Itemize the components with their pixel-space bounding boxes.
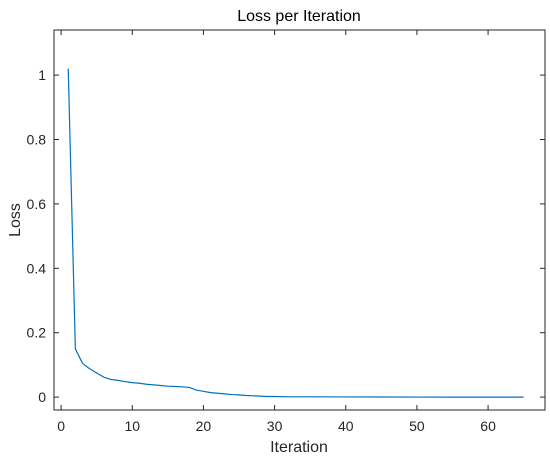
- loss-series-line: [67, 68, 524, 398]
- plot-area: [67, 68, 524, 398]
- x-tick-label: 10: [124, 418, 140, 434]
- plot-frame: [53, 29, 546, 411]
- y-axis-ticks: 0 0.2 0.4 0.6 0.8 1: [27, 67, 545, 405]
- x-tick-label: 50: [409, 418, 425, 434]
- x-tick-label: 60: [480, 418, 496, 434]
- y-tick-label: 0.2: [27, 325, 47, 341]
- y-axis-label: Loss: [7, 203, 24, 237]
- x-tick-label: 40: [338, 418, 354, 434]
- chart-title: Loss per Iteration: [237, 8, 361, 25]
- y-tick-label: 0.4: [27, 260, 47, 276]
- x-axis-label: Iteration: [270, 439, 328, 456]
- x-tick-label: 0: [57, 418, 65, 434]
- x-axis-ticks: 0 10 20 30 40 50 60: [57, 30, 496, 434]
- x-tick-label: 20: [196, 418, 212, 434]
- y-tick-label: 0.6: [27, 196, 47, 212]
- y-tick-label: 0: [38, 389, 46, 405]
- x-tick-label: 30: [267, 418, 283, 434]
- y-tick-label: 0.8: [27, 131, 47, 147]
- y-tick-label: 1: [38, 67, 46, 83]
